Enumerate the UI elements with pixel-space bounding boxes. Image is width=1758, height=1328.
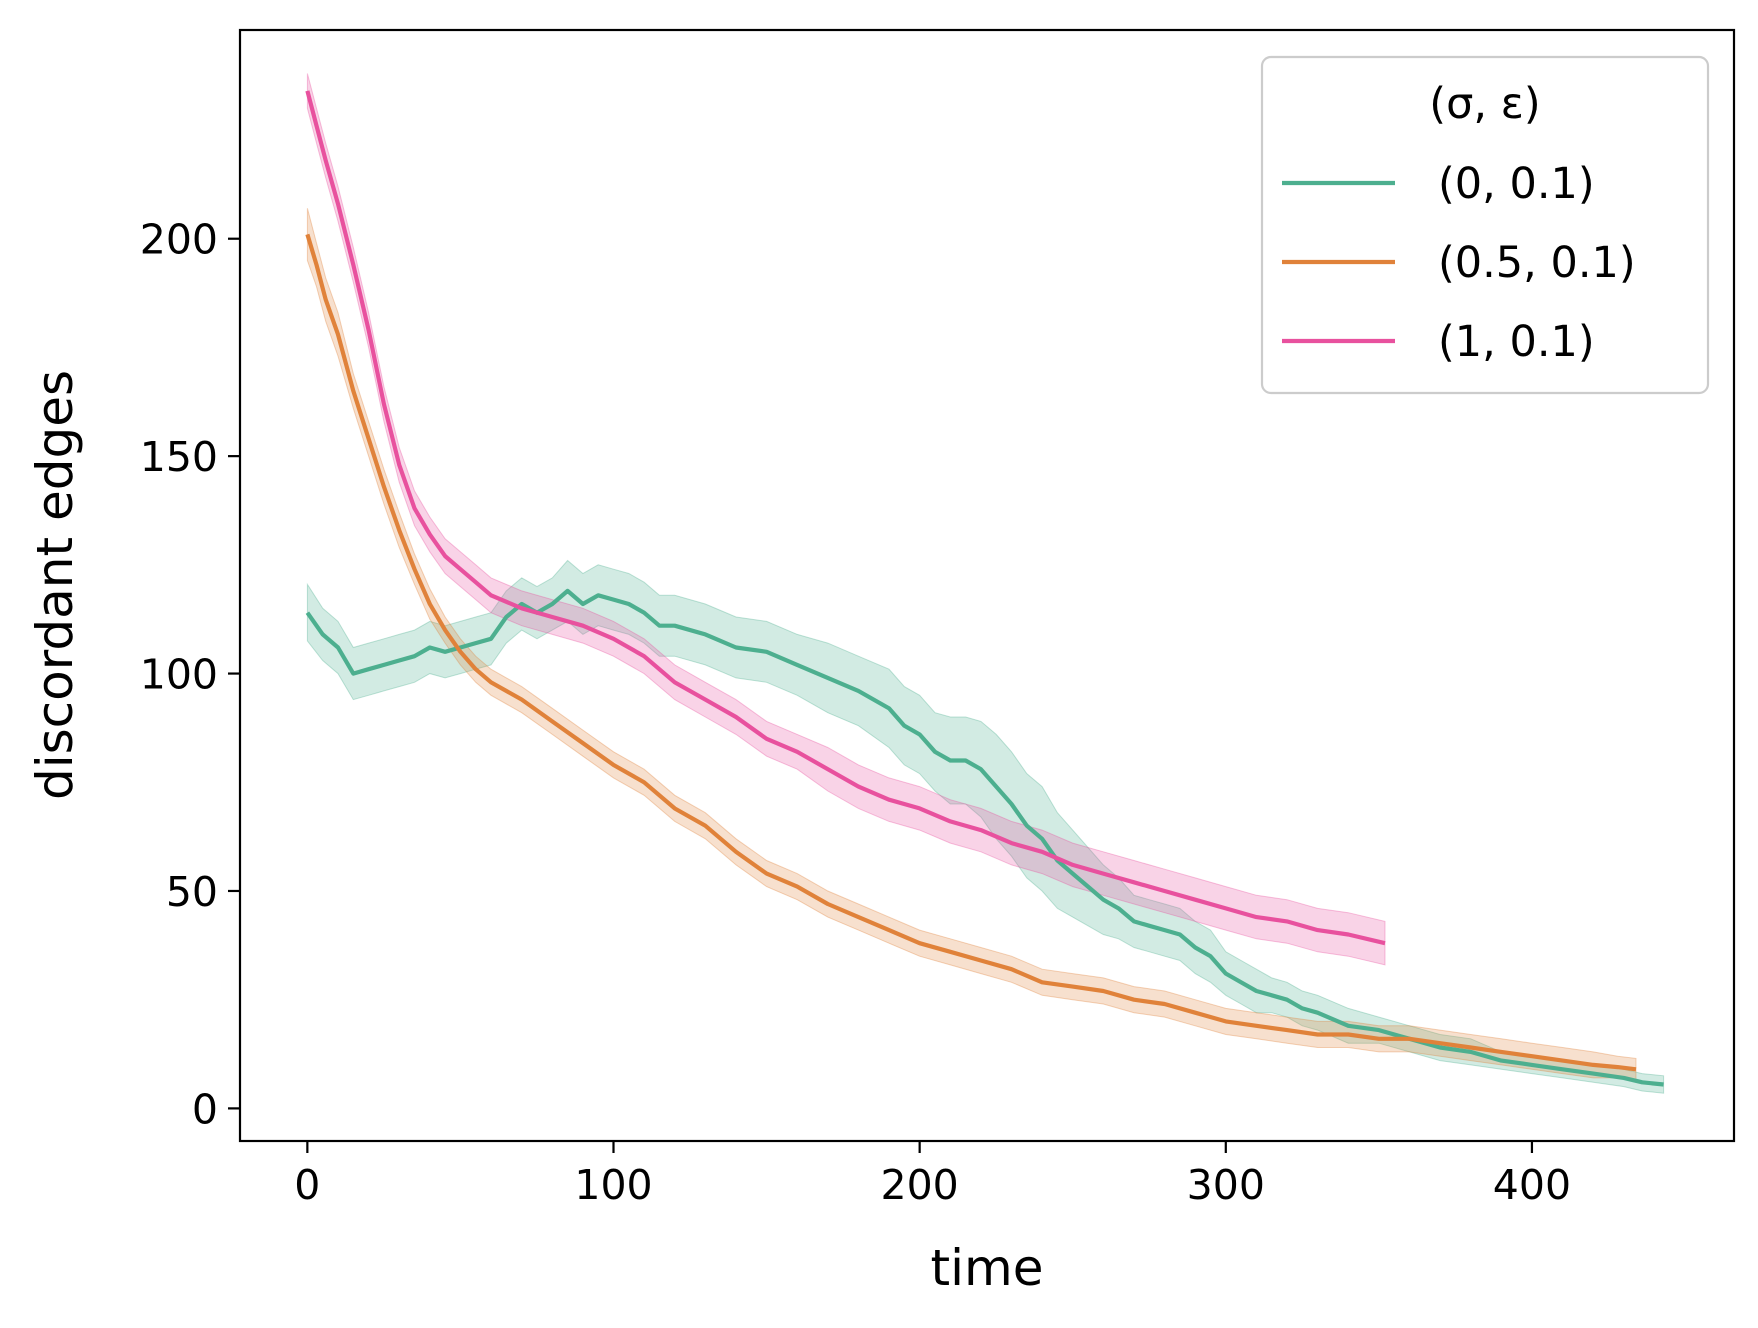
y-tick-label: 100: [140, 651, 218, 699]
legend-label-2: (0.5, 0.1): [1438, 238, 1636, 288]
x-tick-label: 100: [574, 1161, 652, 1209]
x-tick-label: 0: [294, 1161, 320, 1209]
legend-title: (σ, ε): [1429, 79, 1540, 129]
legend-label-1: (0, 0.1): [1438, 159, 1595, 209]
y-tick-label: 200: [140, 216, 218, 264]
series-line-2: [305, 233, 1637, 1072]
series-lines: [305, 90, 1664, 1087]
y-tick-label: 0: [192, 1085, 218, 1133]
x-tick-label: 400: [1493, 1161, 1571, 1209]
y-tick-label: 50: [166, 868, 218, 916]
legend-label-3: (1, 0.1): [1438, 317, 1595, 367]
series-line-3: [305, 90, 1386, 946]
y-tick-label: 150: [140, 433, 218, 481]
plot-frame: [238, 28, 1736, 1143]
legend-box: [1260, 55, 1710, 395]
x-axis-ticks: 0 100 200 300 400: [294, 1141, 1571, 1209]
series-band-1: [306, 559, 1665, 1094]
series-line-1: [305, 588, 1664, 1087]
legend-entries: (0, 0.1) (0.5, 0.1) (1, 0.1): [1282, 159, 1636, 367]
x-tick-label: 300: [1187, 1161, 1265, 1209]
x-axis-label: time: [931, 1239, 1044, 1297]
legend: (σ, ε) (0, 0.1) (0.5, 0.1) (1, 0.1): [1260, 55, 1710, 395]
y-axis-ticks: 0 50 100 150 200: [140, 216, 240, 1133]
y-axis-label: discordant edges: [26, 370, 84, 800]
x-tick-label: 200: [881, 1161, 959, 1209]
series-band-3: [306, 73, 1386, 966]
